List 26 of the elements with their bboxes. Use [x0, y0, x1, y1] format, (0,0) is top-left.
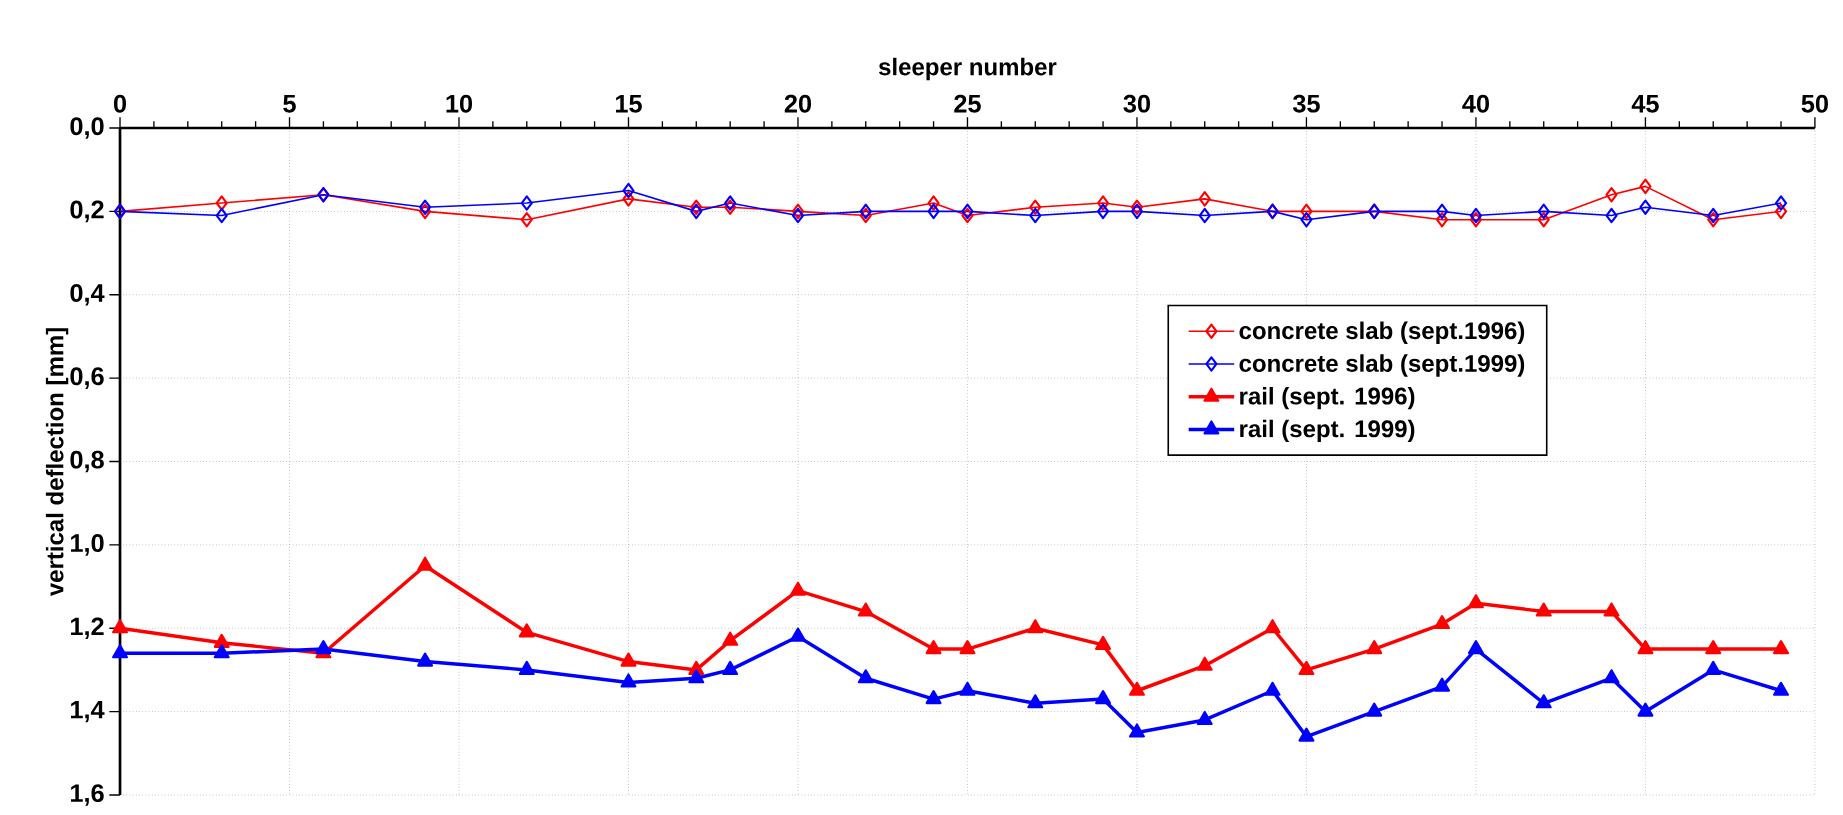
y-tick-label: 1,4 — [71, 700, 105, 723]
legend-label: rail (sept. 1996) — [1240, 387, 1415, 410]
y-tick-label: 1,6 — [71, 784, 104, 806]
x-tick-label: 40 — [1462, 94, 1489, 113]
legend-label: concrete slab (sept.1996) — [1239, 321, 1525, 344]
x-tick-label: 30 — [1123, 94, 1150, 113]
y-tick-label: 0,2 — [70, 200, 104, 223]
y-tick-label: 1,0 — [71, 534, 104, 556]
x-tick-label: 10 — [446, 94, 473, 113]
x-tick-label: 45 — [1631, 94, 1659, 113]
y-tick-label: 0,0 — [70, 117, 104, 139]
legend-label: concrete slab (sept.1999) — [1239, 354, 1525, 377]
x-tick-label: 0 — [113, 94, 127, 113]
x-tick-label: 15 — [615, 94, 642, 113]
x-axis-title: sleeper number — [878, 57, 1057, 81]
x-tick-label: 20 — [784, 94, 812, 113]
x-tick-label: 35 — [1292, 94, 1320, 113]
x-tick-label: 50 — [1801, 94, 1828, 113]
legend-label: rail (sept. 1999) — [1240, 419, 1415, 443]
y-tick-label: 0,4 — [70, 283, 105, 306]
y-tick-label: 1,2 — [71, 617, 104, 640]
x-tick-label: 5 — [283, 94, 296, 113]
y-axis-title: vertical deflection [mm] — [45, 328, 69, 597]
x-tick-label: 25 — [954, 94, 981, 113]
y-tick-label: 0,6 — [70, 367, 104, 389]
y-tick-label: 0,8 — [70, 450, 104, 473]
